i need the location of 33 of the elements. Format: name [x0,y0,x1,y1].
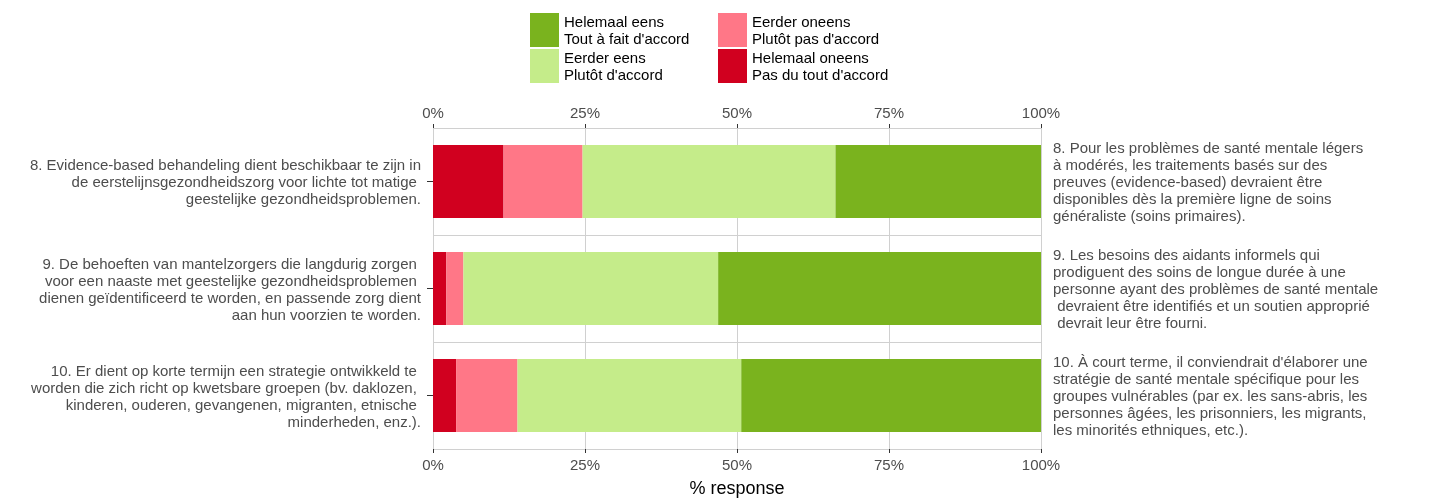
bar [741,359,1041,432]
y2-tick-label: 8. Pour les problèmes de santé mentale légers à modérés, les traitements basés sur des preuves (evidence-based) devraient être disponibles dès la première ligne de soins généraliste (soins primaires). [1053,139,1368,224]
bar [718,252,1041,325]
x2-tick-label: 25% [569,104,601,121]
legend-label: Eerder eens Plutôt d'accord [564,49,663,83]
x-tick-label: 25% [569,456,601,473]
y2-tick-label: 10. À court terme, il conviendrait d'élaborer une stratégie de santé mentale spécifique pour les groupes vulnérables (par ex. les sans-abris, les personnes âgées, les prisonniers, les migrants, les minorités ethniques, etc.). [1053,353,1372,438]
x-tick-label: 50% [721,456,753,473]
legend-label: Eerder oneens Plutôt pas d'accord [752,13,880,47]
bar [456,359,518,432]
bar [463,252,719,325]
bar [433,359,457,432]
x-tick-label: 75% [873,456,905,473]
y2-tick-label: 9. Les besoins des aidants informels qui prodiguent des soins de longue durée à une personne ayant des problèmes de santé mentale devraient être identifiés et un soutien approprié devrait leur être fourni. [1053,246,1379,331]
y-tick-label: 8. Evidence-based behandeling dient beschikbaar te zijn in de eerstelijnsgezondheidszorg voor lichte tot matige geestelijke gezondheidsproblemen. [29,156,421,207]
bar [433,252,447,325]
legend-label: Helemaal oneens Pas du tout d'accord [752,49,889,83]
bar [503,145,583,218]
x2-tick-label: 0% [422,104,444,121]
legend-label: Helemaal eens Tout à fait d'accord [564,13,690,47]
bar [433,145,504,218]
x-tick-label: 100% [1021,456,1061,473]
x-axis-title: % response [689,478,785,498]
bar [517,359,742,432]
bar [835,145,1041,218]
x2-tick-label: 100% [1021,104,1061,121]
x-tick-label: 0% [422,456,444,473]
bar [446,252,464,325]
y-tick-label: 9. De behoeften van mantelzorgers die langdurig zorgen voor een naaste met geestelijke gezondheidsproblemen dienen geïdentificeerd te worden, en passende zorg dient aan hun voorzien te worden. [39,254,422,323]
x2-tick-label: 75% [873,104,905,121]
y-tick-label: 10. Er dient op korte termijn een strategie ontwikkeld te worden die zich richt op kwetsbare groepen (bv. daklozen, kinderen, ouderen, gevangenen, migranten, etnische minderheden, enz.). [30,361,421,430]
bar [582,145,836,218]
x2-tick-label: 50% [721,104,753,121]
